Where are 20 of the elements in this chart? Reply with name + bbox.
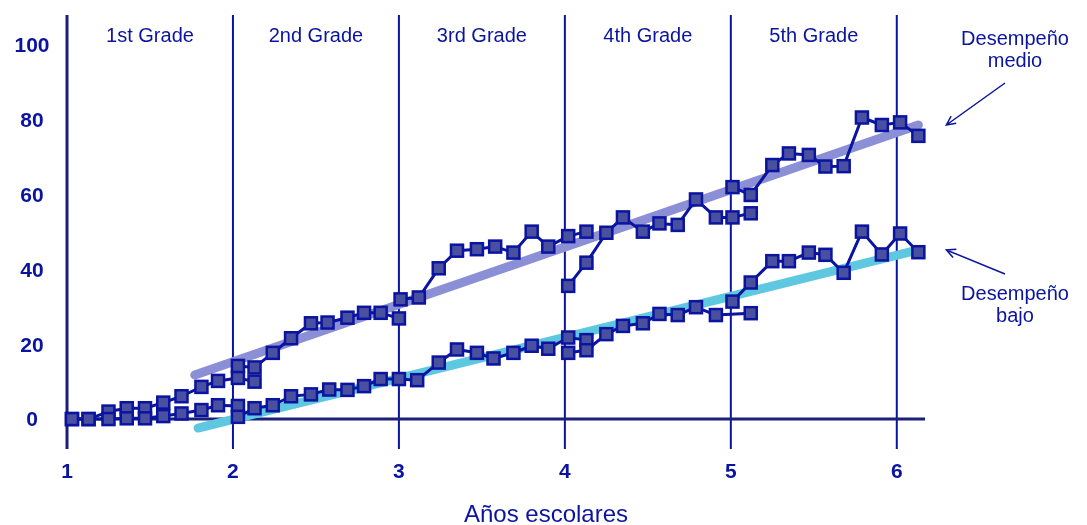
y-tick-label: 80 [20,108,44,132]
x-axis-title: Años escolares [463,500,629,525]
annotation: 2nd Grade [268,24,364,46]
y-tick-label: 20 [20,332,44,356]
x-tick-label: 2 [227,459,239,482]
annotation: 3rd Grade [436,24,527,46]
text: Desempeño medio [961,27,1069,71]
y-tick-label: 100 [14,33,50,57]
annotation: 1st Grade [106,24,194,46]
y-tick-label: 60 [20,182,44,206]
x-tick-label: 4 [559,459,572,482]
x-tick-label: 5 [724,459,737,482]
y-tick-label: 40 [20,257,44,281]
y-tick-label: 0 [26,407,38,431]
x-tick-label: 6 [890,459,903,482]
x-tick-label: 1 [61,459,74,482]
text: Desempeño bajo [961,281,1069,326]
x-tick-label: 3 [393,459,405,482]
annotation: 5th Grade [769,24,859,46]
annotation: 4th Grade [603,24,693,46]
